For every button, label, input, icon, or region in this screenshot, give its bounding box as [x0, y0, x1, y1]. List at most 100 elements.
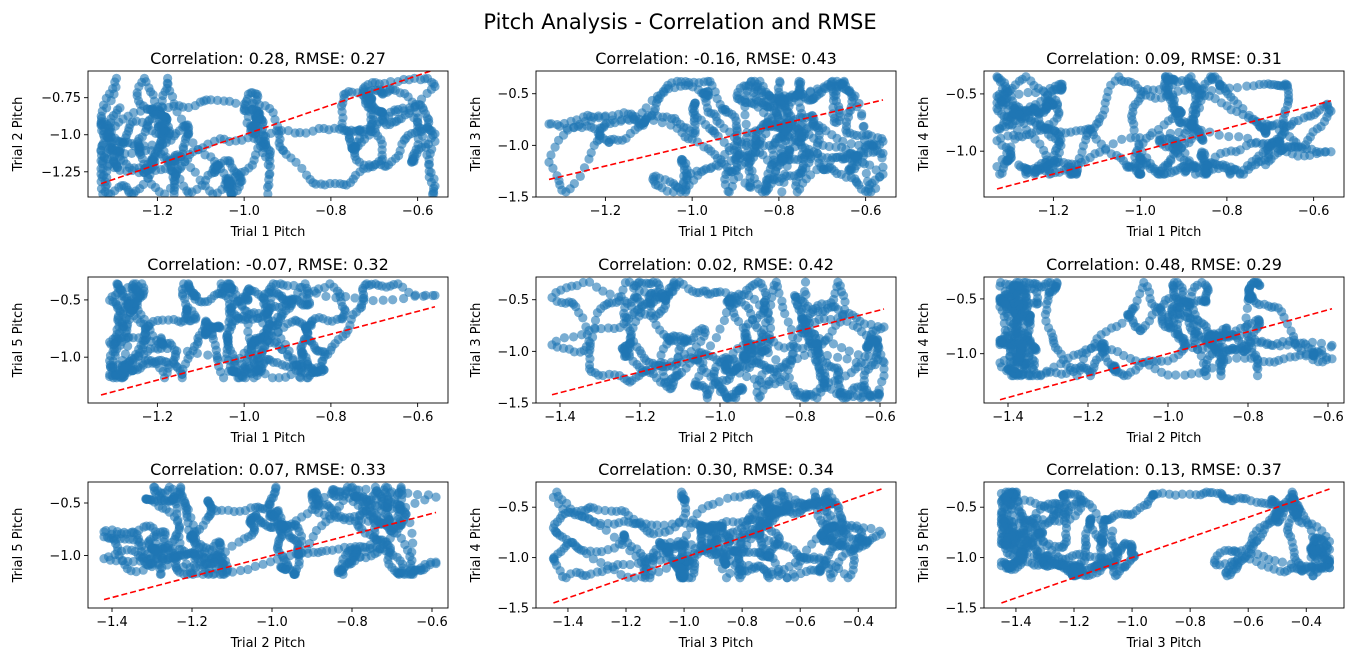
scatter-point	[1261, 160, 1271, 170]
scatter-point	[252, 365, 263, 375]
subplot-2: Correlation: -0.16, RMSE: 0.43−1.2 −1.0 −0…	[469, 49, 897, 240]
scatter-point	[183, 130, 193, 140]
scatter-point	[1238, 104, 1248, 114]
x-tick-label: −1.0	[228, 204, 260, 219]
scatter-point	[544, 119, 554, 129]
scatter-point	[268, 321, 278, 331]
scatter-point	[111, 82, 121, 92]
scatter-point	[350, 293, 360, 303]
scatter-point	[598, 286, 608, 296]
subplot-3: Correlation: 0.09, RMSE: 0.31−1.2 −1.0 −0.…	[917, 49, 1345, 240]
scatter-point	[430, 181, 440, 191]
x-axis-label: Trial 1 Pitch	[1126, 225, 1202, 240]
scatter-point	[124, 314, 134, 325]
y-axis-label: Trial 2 Pitch	[11, 97, 26, 173]
scatter-point	[102, 173, 112, 183]
scatter-point	[1166, 155, 1176, 166]
fit-line	[548, 99, 884, 181]
scatter-point	[550, 142, 560, 152]
scatter-point	[263, 189, 273, 197]
scatter-point	[96, 146, 106, 156]
scatter-point	[242, 118, 252, 128]
scatter-point	[862, 176, 873, 186]
y-tick-label: −1.5	[497, 397, 529, 412]
scatter-point	[368, 295, 378, 306]
scatter-point	[1099, 105, 1110, 115]
scatter-point	[163, 79, 173, 89]
scatter-point	[410, 291, 420, 301]
scatter-point	[850, 91, 860, 101]
scatter-point	[422, 88, 432, 99]
scatter-point	[127, 148, 137, 158]
scatter-point	[237, 359, 247, 369]
scatter-point	[629, 280, 639, 291]
scatter-point	[800, 277, 811, 287]
scatter-point	[846, 139, 856, 149]
scatter-point	[156, 333, 166, 343]
fit-line	[100, 306, 436, 396]
scatter-point	[741, 119, 751, 129]
scatter-point	[710, 378, 720, 389]
scatter-point	[548, 163, 558, 173]
subplot-title: Correlation: 0.28, RMSE: 0.27	[150, 49, 386, 68]
x-tick-label: −0.8	[784, 410, 816, 425]
scatter-point	[1056, 141, 1066, 151]
x-tick-label: −0.8	[315, 410, 347, 425]
scatter-point	[1129, 125, 1139, 135]
scatter-point	[182, 346, 193, 356]
subplot-title: Correlation: -0.07, RMSE: 0.32	[147, 255, 389, 274]
scatter-point	[787, 349, 797, 359]
subplot-title: Correlation: -0.16, RMSE: 0.43	[595, 49, 837, 68]
scatter-point	[864, 351, 874, 361]
subplot-5: Correlation: 0.02, RMSE: 0.42−1.4 −1.2 −1.…	[469, 255, 897, 446]
scatter-point	[280, 372, 291, 382]
y-tick-label: −1.0	[49, 128, 81, 143]
scatter-point	[844, 346, 854, 356]
x-tick-label: −0.6	[402, 410, 434, 425]
scatter-point	[715, 386, 726, 397]
scatter-point	[813, 356, 823, 366]
x-tick-label: −0.8	[315, 204, 347, 219]
scatter-point	[622, 114, 633, 124]
scatter-point	[836, 343, 847, 353]
scatter-point	[656, 350, 666, 360]
scatter-point	[172, 346, 182, 356]
scatter-point	[805, 86, 816, 96]
subplot-grid: Correlation: 0.28, RMSE: 0.27−1.2 −1.0 −0.…	[11, 49, 1345, 651]
scatter-point	[722, 393, 732, 403]
scatter-point	[1031, 87, 1041, 98]
x-tick-label: −0.6	[402, 204, 434, 219]
y-tick-label: −0.5	[945, 87, 977, 102]
scatter-point	[866, 319, 876, 330]
y-tick-label: −0.5	[497, 87, 529, 102]
scatter-point	[1012, 125, 1023, 135]
scatter-point	[740, 110, 750, 120]
scatter-point	[777, 187, 787, 197]
scatter-point	[751, 147, 761, 157]
scatter-point	[422, 150, 432, 160]
scatter-point	[766, 300, 776, 310]
scatter-point	[634, 114, 645, 124]
scatter-point	[167, 91, 178, 102]
scatter-point	[301, 128, 311, 138]
scatter-point	[858, 122, 868, 132]
scatter-point	[552, 119, 562, 130]
scatter-point	[992, 161, 1002, 172]
scatter-point	[192, 348, 202, 359]
scatter-point	[244, 361, 254, 371]
x-tick-label: −1.0	[228, 410, 260, 425]
scatter-point	[1232, 83, 1242, 93]
scatter-point	[801, 290, 811, 300]
scatter-point	[1023, 87, 1033, 98]
scatter-point	[786, 325, 797, 335]
subplot-title: Correlation: 0.02, RMSE: 0.42	[598, 255, 834, 274]
scatter-point	[321, 291, 331, 302]
scatter-point	[590, 324, 600, 334]
scatter-point	[879, 357, 889, 368]
scatter-point	[819, 160, 829, 170]
plot-area	[992, 72, 1336, 190]
scatter-point	[1159, 169, 1169, 179]
scatter-point	[995, 169, 1005, 179]
scatter-point	[833, 352, 843, 362]
